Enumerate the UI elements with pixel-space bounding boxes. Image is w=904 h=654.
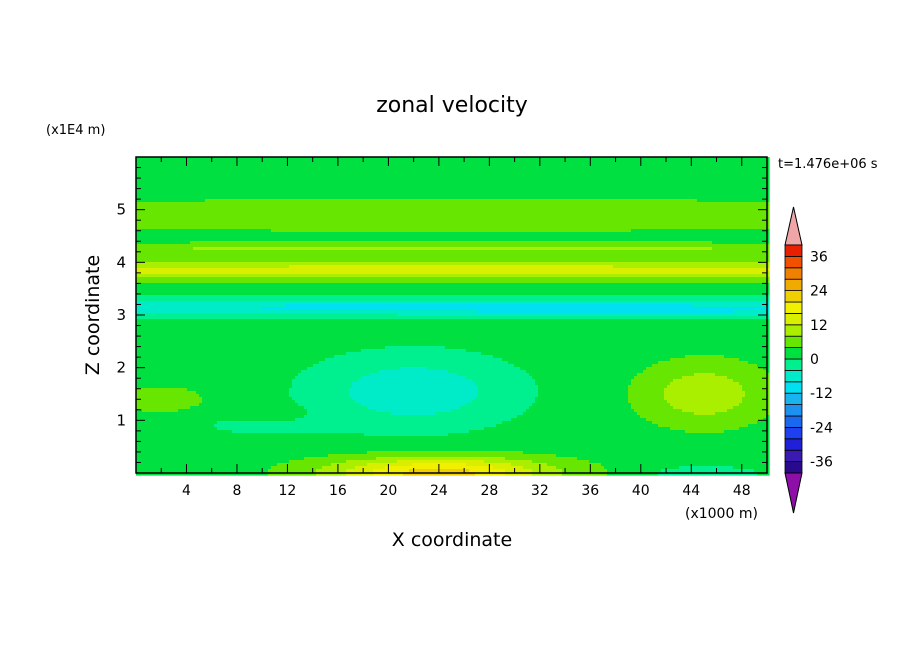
chart-title: zonal velocity — [376, 93, 528, 118]
y-axis-unit: (x1E4 m) — [46, 123, 105, 138]
time-label: t=1.476e+06 s — [778, 157, 878, 172]
contour-field — [136, 157, 770, 476]
